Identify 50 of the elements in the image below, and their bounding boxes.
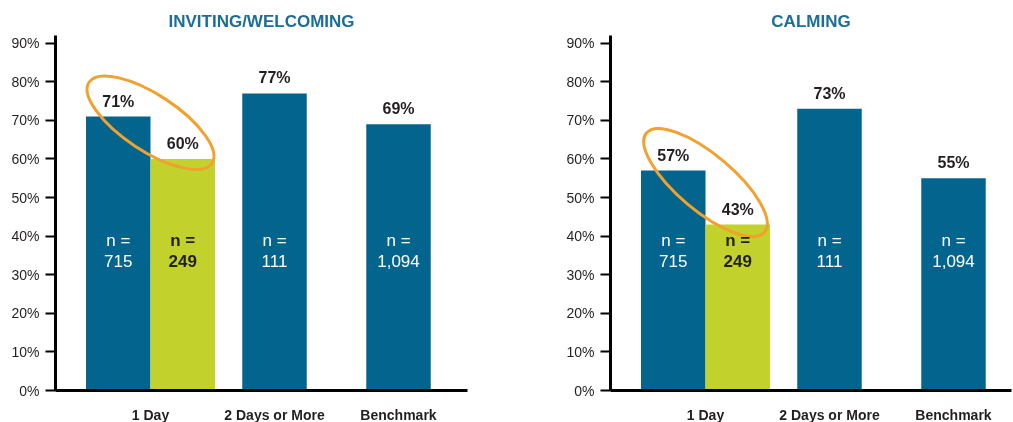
x-tick-label: 1 Day xyxy=(131,406,170,422)
annotation: n = 1,094 xyxy=(377,231,420,271)
y-tick-label: 20% xyxy=(566,305,595,322)
y-tick-label: 30% xyxy=(566,266,595,283)
x-tick-label: 1 Day xyxy=(686,406,725,422)
y-tick-label: 80% xyxy=(11,73,40,90)
y-tick-label: 90% xyxy=(11,35,40,52)
y-tick-label: 50% xyxy=(566,189,595,206)
y-tick-label: 70% xyxy=(11,112,40,129)
data-label: 43% xyxy=(721,200,754,218)
bar xyxy=(705,224,770,391)
bar xyxy=(86,116,151,391)
data-label: 57% xyxy=(657,146,690,164)
chart-title: INVITING/WELCOMING xyxy=(168,11,355,31)
data-label: 55% xyxy=(937,154,970,172)
y-tick-label: 90% xyxy=(566,35,595,52)
y-tick-label: 30% xyxy=(11,266,40,283)
y-tick-label: 60% xyxy=(11,150,40,167)
bar xyxy=(921,178,986,391)
y-tick-label: 0% xyxy=(19,382,40,399)
bar xyxy=(366,124,431,391)
y-tick-label: 40% xyxy=(566,228,595,245)
bar xyxy=(641,170,706,391)
annotation: n = 111 xyxy=(261,231,288,271)
x-tick-label: 2 Days or More xyxy=(779,406,880,422)
data-label: 60% xyxy=(166,134,199,152)
x-tick-label: Benchmark xyxy=(360,406,437,422)
y-tick-label: 40% xyxy=(11,228,40,245)
y-tick-label: 80% xyxy=(566,73,595,90)
y-tick-label: 10% xyxy=(11,343,40,360)
x-tick-label: 2 Days or More xyxy=(224,406,325,422)
y-tick-label: 0% xyxy=(574,382,595,399)
annotation: n = 1,094 xyxy=(932,231,975,271)
annotation: n = 111 xyxy=(816,231,843,271)
x-tick-label: Benchmark xyxy=(915,406,992,422)
data-label: 73% xyxy=(813,84,846,102)
bar xyxy=(150,158,215,391)
y-tick-label: 20% xyxy=(11,305,40,322)
annotation: n = 715 xyxy=(104,231,133,271)
data-label: 71% xyxy=(102,92,135,110)
y-tick-label: 60% xyxy=(566,150,595,167)
annotation: n = 715 xyxy=(659,231,688,271)
y-tick-label: 10% xyxy=(566,343,595,360)
annotation: n = 249 xyxy=(168,231,197,271)
data-label: 77% xyxy=(258,69,291,87)
chart-title: CALMING xyxy=(771,11,851,31)
y-tick-label: 50% xyxy=(11,189,40,206)
data-label: 69% xyxy=(382,100,415,118)
annotation: n = 249 xyxy=(723,231,752,271)
y-tick-label: 70% xyxy=(566,112,595,129)
